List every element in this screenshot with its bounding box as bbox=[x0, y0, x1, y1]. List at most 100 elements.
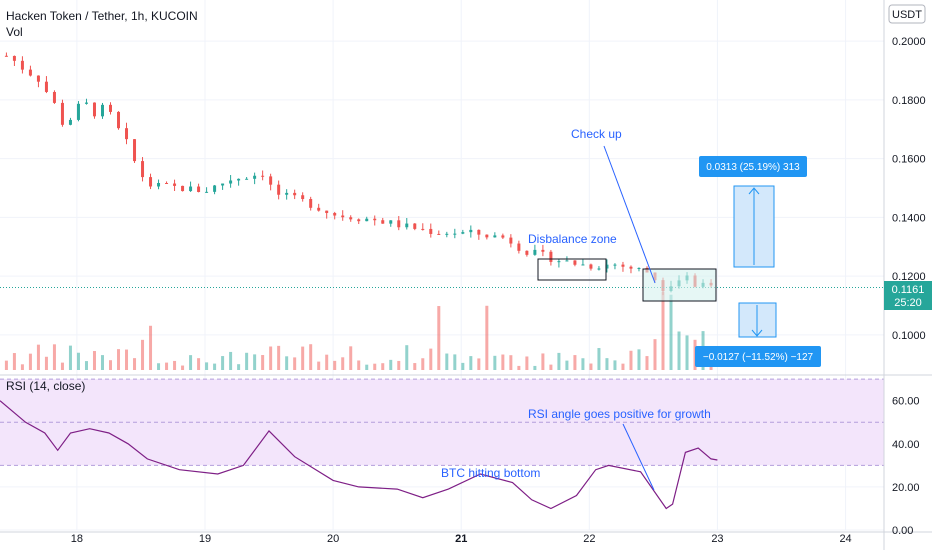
volume-bar bbox=[189, 355, 193, 370]
volume-bar bbox=[44, 356, 48, 370]
volume-bar bbox=[141, 339, 145, 370]
candle-body bbox=[277, 184, 281, 195]
candle-body bbox=[12, 55, 16, 61]
volume-bar bbox=[52, 344, 56, 370]
candle-body bbox=[597, 268, 601, 270]
volume-bar bbox=[597, 348, 601, 370]
candle-body bbox=[557, 261, 561, 263]
candle-body bbox=[84, 102, 88, 104]
candle-body bbox=[341, 215, 345, 218]
volume-bar bbox=[76, 352, 80, 370]
rsi-angle-arrow[interactable] bbox=[622, 423, 655, 491]
vol-label: Vol bbox=[6, 25, 23, 39]
volume-bar bbox=[237, 364, 241, 370]
volume-bar bbox=[173, 360, 177, 370]
candle-body bbox=[517, 243, 521, 251]
candle-body bbox=[68, 119, 72, 125]
volume-bar bbox=[349, 346, 353, 370]
check-up-label[interactable]: Check up bbox=[571, 127, 622, 141]
volume-bar bbox=[533, 365, 537, 370]
candle-body bbox=[157, 182, 161, 187]
candle-body bbox=[109, 104, 112, 112]
candle-body bbox=[189, 186, 193, 192]
btc-bottom-label[interactable]: BTC hitting bottom bbox=[441, 466, 540, 480]
disbalance-zone-box[interactable] bbox=[537, 258, 607, 281]
candle-body bbox=[493, 235, 497, 238]
short-measure-label: −0.0127 (−11.52%) −127 bbox=[703, 352, 814, 363]
candle-body bbox=[173, 183, 177, 186]
short-measure-tool[interactable]: −0.0127 (−11.52%) −127 bbox=[695, 302, 821, 367]
long-measure-tool[interactable]: 0.0313 (25.19%) 313 bbox=[699, 156, 807, 268]
volume-bar bbox=[517, 365, 521, 370]
disbalance-zone-label[interactable]: Disbalance zone bbox=[528, 232, 617, 246]
candle-body bbox=[237, 178, 241, 181]
time-tick-20: 20 bbox=[327, 533, 339, 545]
volume-bar bbox=[245, 352, 249, 370]
time-tick-18: 18 bbox=[71, 533, 83, 545]
candle-body bbox=[533, 249, 537, 255]
volume-bar bbox=[581, 358, 585, 370]
candle-body bbox=[149, 177, 153, 187]
candle-body bbox=[100, 104, 104, 117]
candle-body bbox=[245, 178, 249, 180]
volume-bar bbox=[301, 346, 305, 370]
rsi-angle-label[interactable]: RSI angle goes positive for growth bbox=[528, 407, 711, 421]
candle-body bbox=[301, 195, 305, 200]
price-tick-0.1800: 0.1800 bbox=[892, 95, 926, 107]
volume-bars bbox=[4, 291, 713, 370]
candle-body bbox=[605, 264, 609, 269]
price-tick-0.1400: 0.1400 bbox=[892, 212, 926, 224]
volume-bar bbox=[36, 344, 40, 370]
currency-badge[interactable]: USDT bbox=[888, 4, 926, 24]
volume-bar bbox=[421, 358, 425, 370]
volume-bar bbox=[621, 363, 625, 370]
check-up-box[interactable] bbox=[642, 268, 717, 302]
volume-bar bbox=[653, 339, 657, 370]
volume-bar bbox=[541, 353, 545, 370]
candle-body bbox=[381, 220, 385, 224]
candle-body bbox=[373, 218, 377, 221]
volume-bar bbox=[12, 353, 16, 370]
candle-body bbox=[637, 267, 641, 269]
volume-bar bbox=[677, 331, 681, 370]
check-up-arrow[interactable] bbox=[603, 145, 656, 284]
volume-bar bbox=[253, 354, 257, 370]
volume-bar bbox=[309, 344, 313, 370]
current-price-value: 0.1161 bbox=[892, 284, 925, 296]
volume-bar bbox=[445, 353, 449, 370]
rsi-line-group bbox=[0, 400, 718, 510]
volume-bar bbox=[84, 361, 88, 370]
rsi-tick-40.00: 40.00 bbox=[892, 439, 920, 451]
rsi-line bbox=[0, 400, 718, 510]
candle-body bbox=[389, 220, 393, 224]
candle-body bbox=[477, 229, 481, 235]
volume-bar bbox=[413, 363, 417, 370]
volume-bar bbox=[285, 356, 289, 370]
candle-body bbox=[325, 210, 329, 213]
time-tick-22: 22 bbox=[583, 533, 595, 545]
time-tick-24: 24 bbox=[839, 533, 851, 545]
candle-body bbox=[309, 199, 313, 208]
volume-bar bbox=[325, 354, 329, 370]
candle-body bbox=[133, 139, 137, 162]
volume-bar bbox=[589, 363, 593, 370]
volume-bar bbox=[197, 358, 201, 370]
volume-bar bbox=[509, 355, 513, 370]
rsi-tick-60.00: 60.00 bbox=[892, 396, 920, 408]
volume-bar bbox=[453, 354, 457, 370]
volume-bar bbox=[100, 355, 104, 370]
volume-bar bbox=[573, 355, 577, 370]
time-tick-21: 21 bbox=[455, 533, 467, 545]
candle-body bbox=[213, 185, 217, 192]
volume-bar bbox=[109, 360, 112, 370]
volume-bar bbox=[165, 362, 169, 370]
volume-bar bbox=[181, 365, 185, 370]
candle-body bbox=[485, 234, 489, 238]
candle-body bbox=[437, 233, 441, 235]
volume-bar bbox=[461, 362, 465, 370]
long-measure-label: 0.0313 (25.19%) 313 bbox=[706, 162, 800, 173]
candle-body bbox=[261, 175, 265, 177]
candle-body bbox=[76, 103, 80, 120]
